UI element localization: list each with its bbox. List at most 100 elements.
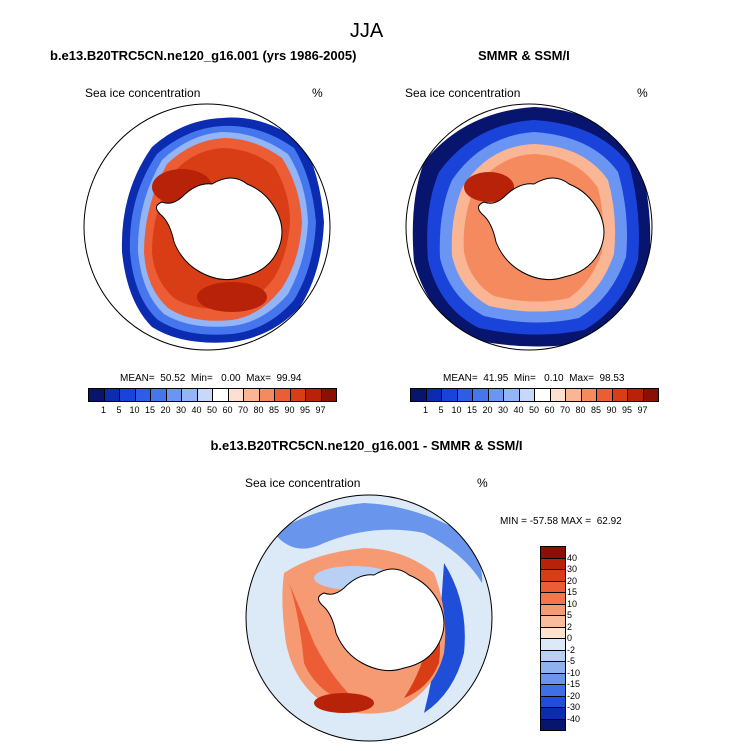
colorbar-tick-label: 20 xyxy=(160,405,171,415)
colorbar-tick-label: 70 xyxy=(237,405,249,415)
colorbar-tick-label: 0 xyxy=(567,633,573,643)
colorbar-tick-label: 15 xyxy=(567,587,578,597)
colorbar-swatch xyxy=(306,389,322,401)
colorbar-swatch xyxy=(566,389,582,401)
colorbar-swatch xyxy=(541,673,565,685)
colorbar-tick-label: 80 xyxy=(575,405,586,415)
colorbar-tick-label: 10 xyxy=(451,405,462,415)
colorbar-swatch xyxy=(541,570,565,582)
colorbar-swatch xyxy=(535,389,551,401)
panel-2-colorbar: 1 5 10 15 20 30 40 50 60 70 80 85 90 95 97 xyxy=(410,388,659,417)
panel-3-title: b.e13.B20TRC5CN.ne120_g16.001 - SMMR & S… xyxy=(210,438,523,453)
panel-1-unit: % xyxy=(312,86,323,100)
panel-3-unit: % xyxy=(477,476,488,490)
colorbar-tick-label: -20 xyxy=(567,690,581,701)
colorbar-swatch xyxy=(182,389,198,401)
colorbar-swatch xyxy=(541,708,565,720)
colorbar-tick-label: 95 xyxy=(621,405,633,415)
colorbar-tick-label: 5 xyxy=(116,405,122,415)
colorbar-swatch xyxy=(541,616,565,628)
colorbar-tick-label: 40 xyxy=(513,405,524,415)
colorbar-swatch xyxy=(541,685,565,697)
colorbar-tick-label: 10 xyxy=(129,405,140,415)
colorbar-tick-label: 90 xyxy=(606,405,617,415)
panel-1-stats: MEAN= 50.52 Min= 0.00 Max= 99.94 xyxy=(120,373,302,384)
colorbar-swatch xyxy=(120,389,136,401)
colorbar-tick-label: 40 xyxy=(191,405,202,415)
panel-1-colorbar: 1 5 10 15 20 30 40 50 60 70 80 85 90 95 97 xyxy=(88,388,337,417)
colorbar-tick-label: 60 xyxy=(544,405,555,415)
colorbar-tick-label: -15 xyxy=(567,679,581,689)
colorbar-tick-label: 10 xyxy=(567,598,578,609)
colorbar-swatch xyxy=(442,389,458,401)
colorbar-tick-label: 50 xyxy=(528,405,540,415)
colorbar-tick-label: 1 xyxy=(100,405,107,415)
colorbar-tick-label: 40 xyxy=(567,552,578,563)
colorbar-swatch xyxy=(541,662,565,674)
panel-2-polar-map xyxy=(405,103,653,351)
colorbar-tick-label: -5 xyxy=(567,656,576,666)
colorbar-swatch xyxy=(612,389,628,401)
colorbar-swatch xyxy=(541,639,565,651)
colorbar-swatch xyxy=(541,627,565,639)
colorbar-swatch xyxy=(213,389,229,401)
colorbar-tick-label: 20 xyxy=(567,575,578,586)
colorbar-swatch xyxy=(244,389,260,401)
colorbar-swatch xyxy=(541,547,565,559)
colorbar-swatch xyxy=(426,389,442,401)
panel-1-polar-map xyxy=(83,103,331,351)
colorbar-tick-label: 70 xyxy=(559,405,571,415)
colorbar-tick-label: 20 xyxy=(482,405,493,415)
colorbar-swatch xyxy=(541,593,565,605)
colorbar-swatch xyxy=(411,389,427,401)
colorbar-tick-label: 5 xyxy=(438,405,444,415)
colorbar-tick-label: 60 xyxy=(222,405,233,415)
colorbar-tick-label: 1 xyxy=(422,405,429,415)
colorbar-swatch xyxy=(541,719,565,731)
colorbar-swatch xyxy=(519,389,535,401)
panel-3-colorbar xyxy=(540,546,566,731)
colorbar-tick-label: 50 xyxy=(206,405,218,415)
colorbar-swatch xyxy=(89,389,105,401)
colorbar-swatch xyxy=(597,389,613,401)
colorbar-swatch xyxy=(290,389,306,401)
colorbar-swatch xyxy=(550,389,566,401)
colorbar-swatch xyxy=(104,389,120,401)
colorbar-tick-label: 85 xyxy=(590,405,602,415)
colorbar-swatch xyxy=(541,696,565,708)
colorbar-tick-label: 30 xyxy=(175,405,187,415)
colorbar-tick-label: 30 xyxy=(567,564,578,574)
colorbar-swatch xyxy=(166,389,182,401)
colorbar-tick-label: 90 xyxy=(284,405,295,415)
colorbar-swatch xyxy=(488,389,504,401)
panel-2-unit: % xyxy=(637,86,648,100)
colorbar-swatch xyxy=(197,389,213,401)
panel-1-variable-label: Sea ice concentration xyxy=(85,86,201,100)
colorbar-swatch xyxy=(628,389,644,401)
colorbar-tick-label: 95 xyxy=(299,405,311,415)
colorbar-tick-label: -30 xyxy=(567,702,581,712)
colorbar-swatch xyxy=(541,650,565,662)
colorbar-swatch xyxy=(259,389,275,401)
colorbar-tick-label: 30 xyxy=(497,405,509,415)
colorbar-swatch xyxy=(504,389,520,401)
colorbar-swatch xyxy=(321,389,337,401)
colorbar-swatch xyxy=(541,604,565,616)
colorbar-swatch xyxy=(151,389,167,401)
colorbar-swatch xyxy=(581,389,597,401)
colorbar-tick-label: -2 xyxy=(567,644,576,655)
colorbar-swatch xyxy=(541,558,565,570)
colorbar-swatch xyxy=(457,389,473,401)
colorbar-tick-label: 15 xyxy=(466,405,478,415)
colorbar-tick-label: 97 xyxy=(637,405,648,415)
colorbar-tick-label: -40 xyxy=(567,713,581,724)
colorbar-tick-label: 80 xyxy=(253,405,264,415)
figure-title: JJA xyxy=(349,20,384,42)
panel-2-stats: MEAN= 41.95 Min= 0.10 Max= 98.53 xyxy=(443,373,625,384)
colorbar-swatch xyxy=(275,389,291,401)
panel-2-variable-label: Sea ice concentration xyxy=(405,86,521,100)
colorbar-swatch xyxy=(228,389,244,401)
colorbar-swatch xyxy=(473,389,489,401)
colorbar-swatch xyxy=(135,389,151,401)
colorbar-swatch xyxy=(541,581,565,593)
